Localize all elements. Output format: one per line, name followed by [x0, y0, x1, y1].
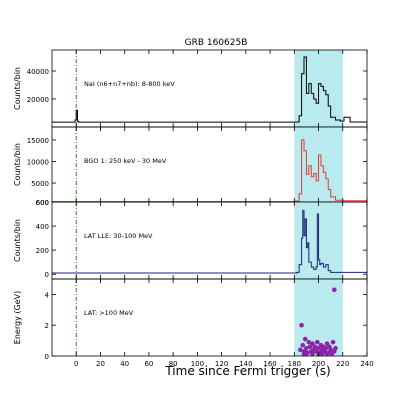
- series-line: [52, 209, 368, 274]
- series-line: [52, 139, 368, 203]
- data-point: [312, 344, 318, 350]
- data-point: [331, 287, 337, 293]
- x-tick-label: 180: [288, 360, 301, 368]
- data-point: [330, 339, 336, 345]
- data-point: [316, 346, 321, 351]
- y-tick-label: 0: [45, 353, 49, 361]
- y-tick-label: 10000: [27, 158, 49, 166]
- panel-1: 20000 40000 Counts/bin NaI (n6+n7+nb): 8-80…: [13, 49, 368, 128]
- y-tick-label: 400: [36, 223, 49, 231]
- data-point: [319, 351, 325, 356]
- x-tick-label: 100: [191, 360, 204, 368]
- x-tick-label: 140: [239, 360, 252, 368]
- data-point: [329, 351, 335, 356]
- data-point: [324, 341, 330, 346]
- panel-label: LAT: >100 MeV: [84, 309, 134, 317]
- x-tick-label: 80: [169, 360, 178, 368]
- x-tick-label: 0: [74, 360, 78, 368]
- y-axis-label: Energy (GeV): [13, 291, 22, 344]
- panel-frame: [51, 278, 368, 357]
- series-line: [52, 56, 368, 123]
- y-tick-label: 600: [36, 199, 49, 207]
- panel-label: BGO 1: 250 keV - 30 MeV: [84, 157, 167, 165]
- data-point: [307, 344, 313, 350]
- y-axis-label: Counts/bin: [13, 67, 22, 110]
- data-point: [315, 339, 320, 345]
- x-tick-label: 40: [120, 360, 129, 368]
- y-tick-label: 20000: [27, 96, 49, 104]
- y-tick-label: 600: [36, 199, 49, 207]
- y-tick-label: 0: [45, 271, 49, 279]
- x-tick-label: 120: [215, 360, 228, 368]
- panel-4: 0 2 4 Energy (GeV) LAT: >100 MeV: [13, 278, 368, 361]
- panel-3: 0 200 400 600 Counts/bin LAT LLE: 30-100 MeV: [13, 199, 368, 280]
- x-tick-label: 220: [336, 360, 349, 368]
- data-point: [323, 346, 329, 351]
- panel-2: 600 5000 10000 15000 Counts/bin BGO 1: 250 ke…: [13, 126, 368, 207]
- data-point: [306, 339, 312, 345]
- data-point: [324, 351, 330, 356]
- y-axis-label: Counts/bin: [13, 143, 22, 186]
- data-point: [310, 341, 315, 346]
- x-tick-label: 240: [360, 360, 373, 368]
- y-tick-label: 200: [36, 247, 49, 255]
- x-tick-label: 20: [96, 360, 105, 368]
- y-axis-label: Counts/bin: [13, 219, 22, 262]
- data-point: [301, 351, 307, 356]
- x-tick-label: 60: [144, 360, 153, 368]
- y-tick-label: 2: [45, 322, 49, 330]
- x-tick-label: 200: [312, 360, 325, 368]
- x-axis-label: Time since Fermi trigger (s): [164, 364, 330, 378]
- data-point: [310, 351, 315, 356]
- data-point: [304, 346, 309, 351]
- data-point: [328, 347, 333, 353]
- y-tick-label: 4: [45, 291, 50, 299]
- data-point: [302, 336, 308, 342]
- panel-label: LAT LLE: 30-100 MeV: [84, 232, 153, 240]
- x-tick-label: 160: [263, 360, 276, 368]
- data-point: [333, 346, 338, 351]
- y-tick-label: 15000: [27, 137, 49, 145]
- y-tick-label: 5000: [31, 180, 49, 188]
- panel-label: NaI (n6+n7+nb): 8-800 keV: [84, 80, 175, 88]
- data-point: [300, 342, 306, 348]
- data-point: [298, 347, 303, 353]
- data-point: [299, 322, 304, 328]
- figure-title: GRB 160625B: [185, 38, 248, 48]
- y-tick-label: 40000: [27, 68, 49, 76]
